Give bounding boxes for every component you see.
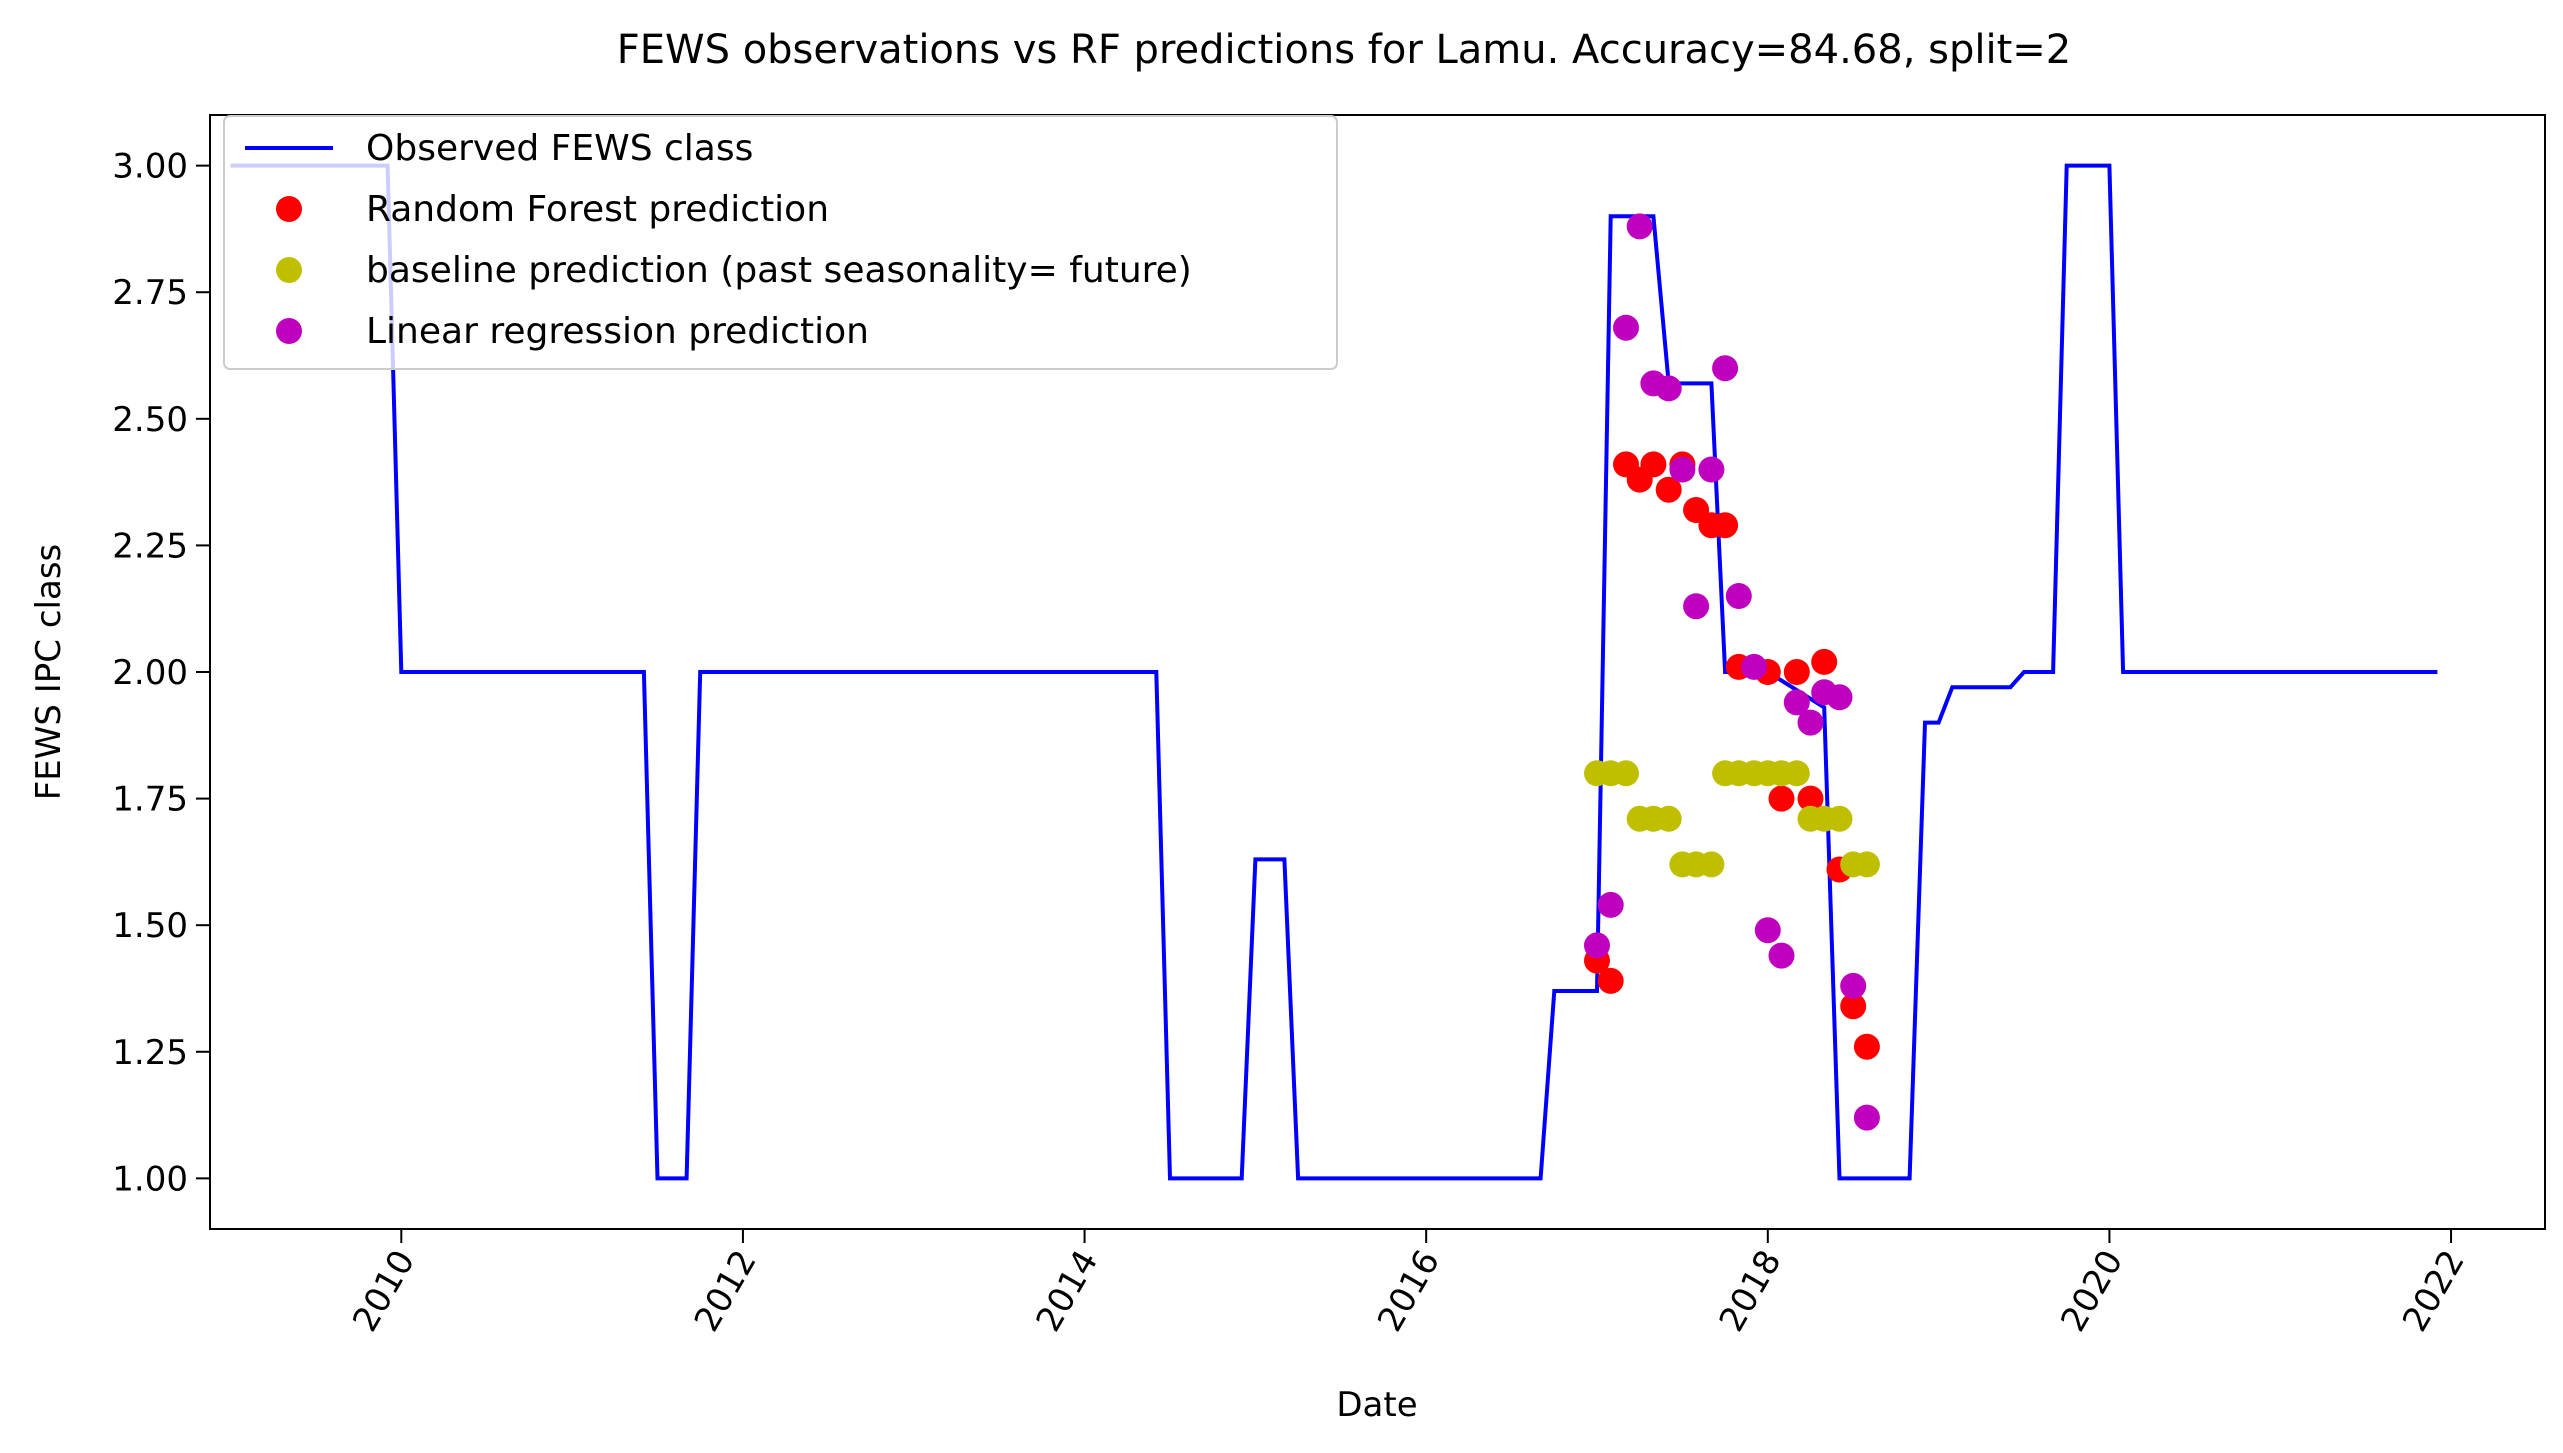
data-point: [1853, 851, 1880, 878]
data-point: [1754, 917, 1781, 944]
data-point: [1811, 648, 1838, 675]
data-point: [1853, 1033, 1880, 1060]
data-point: [1741, 653, 1768, 680]
legend-box: [223, 115, 1338, 370]
x-tick-label: 2020: [2053, 1244, 2131, 1339]
legend-item: baseline prediction (past seasonality= f…: [276, 250, 1192, 291]
data-point: [1783, 760, 1810, 787]
data-point: [1597, 891, 1624, 918]
data-point: [1655, 375, 1682, 402]
y-tick-label: 2.75: [112, 273, 188, 313]
legend-label: Linear regression prediction: [366, 311, 869, 352]
legend-marker-swatch: [276, 196, 302, 222]
data-point: [1768, 942, 1795, 969]
y-tick-label: 1.75: [112, 780, 188, 820]
data-point: [1797, 785, 1824, 812]
x-tick-label: 2012: [687, 1244, 765, 1339]
chart-title: FEWS observations vs RF predictions for …: [617, 27, 2071, 73]
x-tick-label: 2018: [1712, 1244, 1790, 1339]
legend-label: Observed FEWS class: [366, 128, 753, 169]
data-point: [1640, 451, 1667, 478]
data-point: [1597, 967, 1624, 994]
legend-marker-swatch: [276, 257, 302, 283]
series-2-points: [1584, 760, 1880, 878]
data-point: [1840, 972, 1867, 999]
y-tick-label: 1.50: [112, 906, 188, 946]
x-tick-label: 2010: [345, 1244, 423, 1339]
y-axis: 1.00 1.25 1.50 1.75 2.00 2.25 2.50 2.75 3.00: [112, 147, 210, 1199]
data-point: [1712, 355, 1739, 382]
data-point: [1725, 583, 1752, 609]
data-point: [1840, 993, 1867, 1020]
x-axis-label: Date: [1336, 1385, 1417, 1425]
data-point: [1626, 213, 1653, 240]
data-point: [1826, 805, 1853, 832]
data-point: [1683, 593, 1710, 620]
series-1-points: [1584, 451, 1880, 1060]
legend: Observed FEWS class Random Forest predict…: [223, 115, 1338, 370]
data-point: [1783, 659, 1810, 685]
legend-item: Observed FEWS class: [245, 128, 753, 169]
legend-item: Random Forest prediction: [276, 189, 829, 230]
y-tick-label: 3.00: [112, 147, 188, 187]
data-point: [1613, 760, 1639, 787]
series-line-observed: [230, 163, 2438, 1181]
y-tick-label: 2.25: [112, 526, 188, 566]
y-axis-label: FEWS IPC class: [29, 544, 69, 801]
x-tick-label: 2022: [2395, 1244, 2473, 1339]
data-point: [1783, 689, 1810, 716]
legend-label: baseline prediction (past seasonality= f…: [366, 250, 1192, 291]
data-point: [1826, 684, 1853, 711]
data-point: [1797, 709, 1824, 736]
data-point: [1698, 456, 1725, 483]
data-point: [1655, 476, 1682, 503]
data-point: [1669, 456, 1696, 483]
y-tick-label: 2.50: [112, 400, 188, 440]
data-point: [1853, 1104, 1880, 1131]
y-tick-label: 2.00: [112, 653, 188, 693]
data-point: [1613, 314, 1639, 341]
y-tick-label: 1.25: [112, 1033, 188, 1073]
legend-item: Linear regression prediction: [276, 311, 869, 352]
legend-label: Random Forest prediction: [366, 189, 829, 230]
series-3-points: [1584, 213, 1880, 1131]
data-point: [1712, 512, 1739, 539]
x-axis: 2010 2012 2014 2016 2018 2020 2022: [345, 1229, 2473, 1338]
legend-marker-swatch: [276, 318, 302, 344]
data-point: [1584, 932, 1610, 959]
data-point: [1768, 785, 1795, 812]
x-tick-label: 2016: [1370, 1244, 1448, 1339]
data-point: [1698, 851, 1725, 878]
data-point: [1655, 805, 1682, 832]
y-tick-label: 1.00: [112, 1159, 188, 1199]
x-tick-label: 2014: [1028, 1244, 1106, 1339]
plot-data-layer: [230, 163, 2438, 1181]
